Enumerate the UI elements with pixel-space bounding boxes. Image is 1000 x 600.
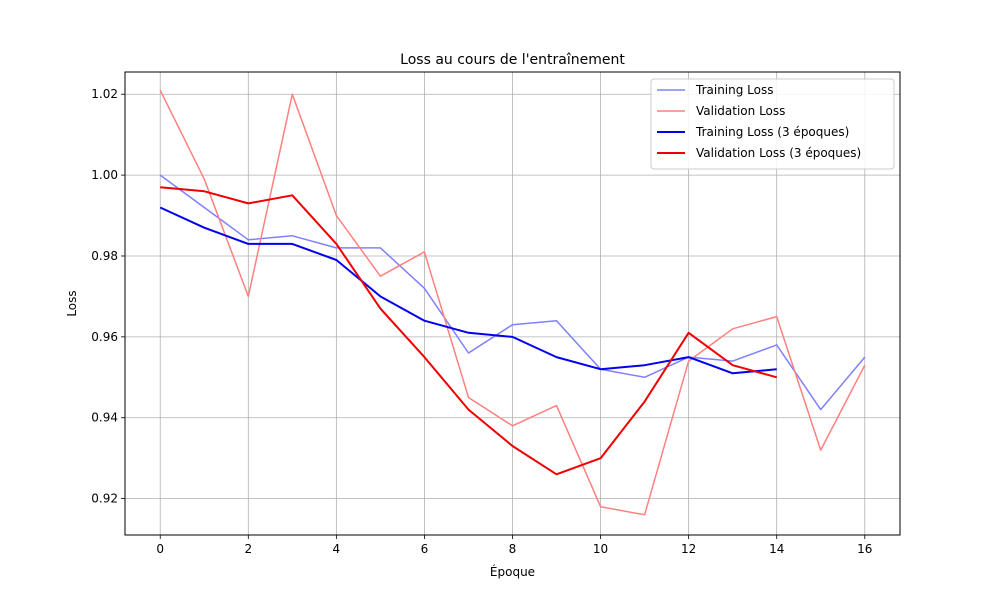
y-axis: 0.92 0.94 0.96 0.98 1.00 1.02 [91, 87, 125, 506]
x-tick-label: 4 [333, 542, 341, 556]
y-tick-label: 1.02 [91, 87, 118, 101]
legend: Training Loss Validation Loss Training Los… [650, 78, 895, 170]
legend-label: Validation Loss (3 époques) [696, 146, 861, 160]
series-lines [159, 89, 866, 516]
x-tick-label: 2 [244, 542, 252, 556]
legend-label: Training Loss [695, 83, 773, 97]
y-tick-label: 0.94 [91, 411, 118, 425]
grid [125, 72, 900, 535]
legend-box [650, 78, 895, 170]
legend-label: Training Loss (3 époques) [695, 125, 849, 139]
x-tick-label: 16 [857, 542, 872, 556]
x-tick-label: 0 [156, 542, 164, 556]
series-line-4 [160, 186, 777, 476]
x-tick-label: 6 [421, 542, 429, 556]
x-tick-label: 8 [509, 542, 517, 556]
y-tick-label: 1.00 [91, 168, 118, 182]
y-tick-label: 0.96 [91, 330, 118, 344]
series-line-1 [159, 174, 866, 411]
legend-label: Validation Loss [696, 104, 785, 118]
series-line-3 [159, 206, 777, 375]
chart-title: Loss au cours de l'entraînement [400, 52, 625, 68]
x-tick-label: 10 [593, 542, 608, 556]
series-line-2 [159, 89, 866, 516]
x-tick-label: 14 [769, 542, 784, 556]
x-axis-label: Époque [490, 564, 535, 579]
y-tick-label: 0.98 [91, 249, 118, 263]
x-axis: 0 2 4 6 8 10 12 14 16 [156, 535, 872, 556]
x-tick-label: 12 [681, 542, 696, 556]
y-axis-label: Loss [65, 290, 79, 316]
y-tick-label: 0.92 [91, 492, 118, 506]
